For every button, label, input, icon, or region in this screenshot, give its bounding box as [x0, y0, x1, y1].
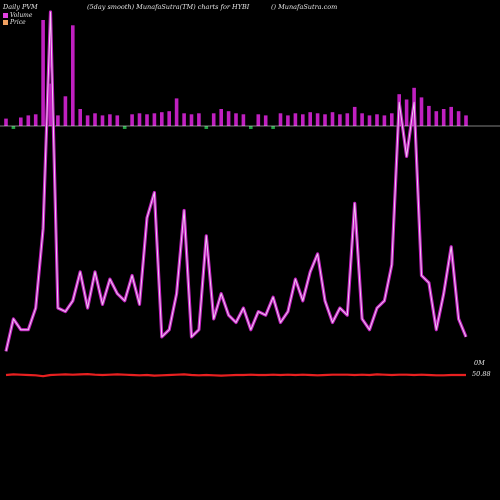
volume-bar	[182, 113, 186, 126]
volume-bar	[78, 109, 82, 126]
volume-bar	[33, 114, 38, 126]
volume-bar	[352, 106, 357, 126]
volume-bar	[241, 114, 246, 126]
legend-price: Price	[3, 19, 26, 26]
volume-bar	[108, 114, 112, 126]
volume-bar	[189, 114, 194, 126]
volume-bar	[19, 117, 23, 126]
volume-bar	[330, 112, 335, 126]
volume-bar	[26, 115, 31, 126]
volume-bar	[160, 112, 164, 126]
volume-bar	[130, 114, 134, 126]
volume-bar	[93, 113, 97, 126]
volume-bar	[56, 115, 60, 126]
chart-title-left: Daily PVM	[3, 3, 38, 11]
volume-bar	[286, 115, 290, 126]
volume-bar	[345, 113, 350, 126]
volume-bar	[204, 126, 209, 129]
volume-bar	[456, 111, 461, 126]
volume-bar	[464, 115, 468, 126]
legend-volume-swatch	[3, 13, 8, 18]
volume-bar	[11, 126, 16, 129]
legend-volume: Volume	[3, 12, 32, 19]
volume-bar	[390, 113, 394, 126]
volume-bar	[449, 106, 453, 126]
volume-bar	[48, 83, 53, 126]
legend-price-swatch	[3, 20, 8, 25]
volume-bar	[167, 111, 171, 126]
volume-bar	[427, 105, 431, 126]
volume-bar	[145, 114, 149, 126]
volume-bar	[360, 113, 364, 126]
volume-bar	[152, 113, 157, 126]
legend-price-label: Price	[10, 19, 26, 26]
volume-bar	[315, 113, 320, 126]
volume-bar	[293, 113, 298, 126]
volume-bar	[85, 115, 90, 126]
volume-bar	[419, 97, 424, 126]
volume-bar	[4, 118, 8, 126]
volume-bar	[367, 115, 372, 126]
volume-bar	[122, 126, 127, 129]
volume-bar	[115, 115, 120, 126]
price-line	[5, 373, 466, 378]
volume-bars	[4, 20, 468, 129]
volume-bar	[441, 109, 446, 126]
volume-bar	[263, 115, 268, 126]
volume-bar	[271, 126, 275, 129]
legend-volume-label: Volume	[10, 12, 33, 19]
volume-bar	[174, 98, 179, 126]
volume-bar	[219, 109, 223, 126]
volume-bar	[338, 114, 342, 126]
volume-bar	[234, 113, 238, 126]
volume-bar	[211, 113, 216, 126]
volume-bar	[249, 126, 253, 129]
volume-bar	[226, 111, 231, 126]
volume-bar	[278, 113, 283, 126]
chart-title-right: () MunafaSutra.com	[271, 3, 338, 11]
volume-bar	[434, 111, 439, 126]
volume-bar	[197, 113, 201, 126]
volume-bar	[382, 115, 387, 126]
volume-bar	[63, 96, 68, 126]
volume-bar	[71, 25, 75, 126]
series-lines	[4, 10, 468, 378]
volume-bar	[41, 20, 45, 126]
volume-bar	[137, 113, 142, 126]
volume-bar	[256, 114, 261, 126]
volume-line	[4, 10, 468, 352]
price-end-label: 50.88	[472, 370, 491, 378]
volume-end-label: 0M	[474, 359, 485, 367]
volume-bar	[100, 115, 105, 126]
volume-bar	[375, 114, 379, 126]
volume-bar	[323, 114, 327, 126]
chart-title-middle: (5day smooth) MunafaSutra(TM) charts for…	[87, 3, 250, 11]
volume-bar	[308, 112, 312, 126]
volume-line-highlight	[5, 11, 467, 352]
volume-bar	[404, 99, 409, 126]
volume-bar	[301, 114, 305, 126]
